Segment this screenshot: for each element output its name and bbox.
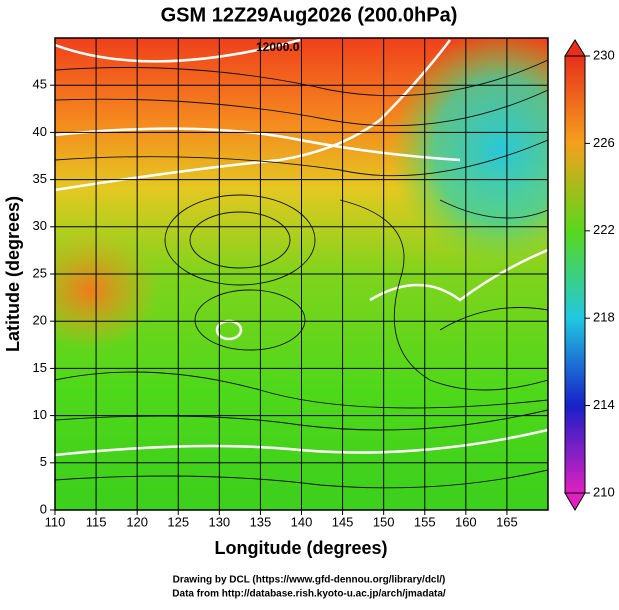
streamlines xyxy=(55,59,548,489)
x-tick-label: 115 xyxy=(86,514,107,529)
x-tick-label: 145 xyxy=(332,514,354,529)
colorbar-tick-label: 210 xyxy=(593,484,615,499)
x-tick-label: 150 xyxy=(373,514,395,529)
plot-frame xyxy=(54,37,549,511)
x-tick-label: 155 xyxy=(414,514,436,529)
colorbar-tick-label: 214 xyxy=(593,397,615,412)
x-axis-label: Longitude (degrees) xyxy=(214,538,387,558)
x-tick-label: 165 xyxy=(496,514,518,529)
footer-line: Drawing by DCL (https://www.gfd-dennou.o… xyxy=(173,575,446,586)
y-tick-label: 20 xyxy=(33,313,47,328)
x-tick-label: 140 xyxy=(291,514,313,529)
colorbar-tick-label: 230 xyxy=(593,47,615,62)
colorbar-tick-label: 226 xyxy=(593,135,615,150)
x-tick-label: 120 xyxy=(126,514,148,529)
y-tick-label: 30 xyxy=(33,218,47,233)
y-tick-label: 10 xyxy=(33,407,47,422)
contour-line xyxy=(369,248,548,302)
contour-label: 12000.0 xyxy=(256,40,300,54)
contour-line xyxy=(55,127,461,162)
y-tick-label: 25 xyxy=(33,265,47,280)
x-tick-label: 160 xyxy=(455,514,477,529)
warm-area xyxy=(55,230,160,350)
x-tick-label: 110 xyxy=(45,514,66,529)
y-tick-label: 45 xyxy=(33,77,47,92)
x-tick-label: 135 xyxy=(250,514,272,529)
colorbar-tick-label: 218 xyxy=(593,310,615,325)
y-axis-label: Latitude (degrees) xyxy=(3,196,23,352)
title: GSM 12Z29Aug2026 (200.0hPa) xyxy=(161,4,458,26)
colorbar-tick-label: 222 xyxy=(593,222,615,237)
colorbar-bottom-arrow xyxy=(564,492,586,511)
y-tick-label: 5 xyxy=(40,454,47,469)
cold-area xyxy=(390,38,548,270)
y-tick-label: 40 xyxy=(33,124,47,139)
contour-line xyxy=(55,38,301,63)
footer-line: Data from http://database.rish.kyoto-u.a… xyxy=(172,589,446,600)
colorbar-top-arrow xyxy=(564,39,586,57)
contour-line xyxy=(55,39,451,192)
y-tick-label: 15 xyxy=(33,360,47,375)
y-tick-label: 35 xyxy=(33,171,47,186)
contour-line xyxy=(55,428,548,457)
y-tick-label: 0 xyxy=(40,501,47,516)
colorbar xyxy=(564,55,586,494)
x-tick-label: 130 xyxy=(208,514,230,529)
map-field xyxy=(55,38,548,510)
x-tick-label: 125 xyxy=(167,514,189,529)
